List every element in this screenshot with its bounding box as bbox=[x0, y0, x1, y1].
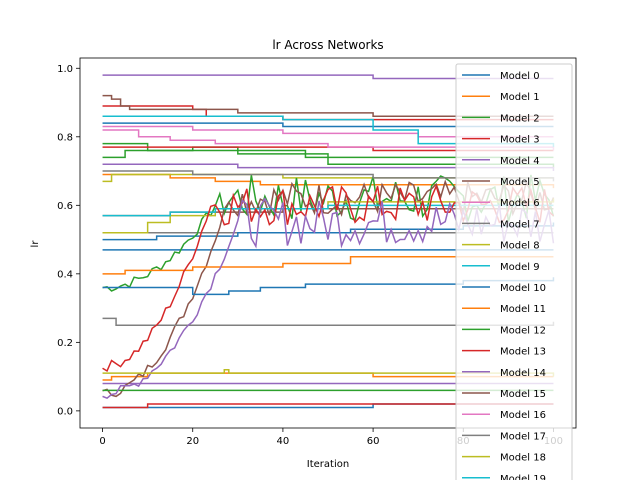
series-line-model-15 bbox=[102, 94, 554, 117]
background-line-1 bbox=[102, 403, 554, 409]
series-line-model-11 bbox=[102, 255, 554, 275]
legend-label: Model 1 bbox=[500, 92, 540, 103]
legend-label: Model 15 bbox=[500, 389, 546, 400]
y-tick-label: 0.8 bbox=[57, 132, 73, 143]
y-axis-label: lr bbox=[30, 240, 41, 248]
legend-label: Model 0 bbox=[500, 71, 540, 82]
legend-label: Model 16 bbox=[500, 410, 546, 421]
legend-label: Model 14 bbox=[500, 368, 546, 379]
legend-label: Model 4 bbox=[500, 156, 540, 167]
legend-frame bbox=[455, 63, 573, 480]
y-axis: 0.0 0.2 0.4 0.6 0.8 1.0 bbox=[57, 64, 80, 417]
legend-label: Model 13 bbox=[500, 347, 546, 358]
legend-label: Model 10 bbox=[500, 283, 546, 294]
legend-label: Model 8 bbox=[500, 241, 540, 252]
legend-label: Model 5 bbox=[500, 177, 540, 188]
background-line-7 bbox=[102, 122, 554, 128]
y-tick-label: 0.4 bbox=[57, 269, 73, 280]
y-tick-label: 1.0 bbox=[57, 64, 73, 75]
y-tick-label: 0.0 bbox=[57, 406, 73, 417]
legend-label: Model 11 bbox=[500, 304, 546, 315]
x-tick-label: 40 bbox=[277, 436, 290, 447]
series-line-model-1 bbox=[102, 372, 554, 381]
legend-label: Model 6 bbox=[500, 198, 540, 209]
chart-title: lr Across Networks bbox=[272, 38, 383, 52]
legend-label: Model 18 bbox=[500, 453, 546, 464]
legend-label: Model 7 bbox=[500, 219, 540, 230]
legend-label: Model 2 bbox=[500, 113, 540, 124]
y-tick-label: 0.6 bbox=[57, 201, 73, 212]
legend-label: Model 12 bbox=[500, 325, 546, 336]
legend-label: Model 9 bbox=[500, 262, 540, 273]
series-line-model-8 bbox=[102, 198, 555, 234]
series-line-model-6 bbox=[102, 129, 555, 151]
legend-label: Model 17 bbox=[500, 431, 546, 442]
x-axis-label: Iteration bbox=[307, 459, 349, 470]
x-tick-label: 0 bbox=[99, 436, 105, 447]
legend: Model 0 Model 1 Model 2 Model 3 Model 4 Model… bbox=[455, 63, 573, 480]
x-tick-label: 20 bbox=[186, 436, 199, 447]
legend-label: Model 3 bbox=[500, 135, 540, 146]
plot-frame bbox=[79, 57, 577, 429]
x-tick-label: 60 bbox=[367, 436, 380, 447]
series-line-model-9 bbox=[102, 204, 554, 217]
y-tick-label: 0.2 bbox=[57, 338, 73, 349]
series-line-model-4 bbox=[102, 74, 554, 80]
legend-label: Model 19 bbox=[500, 474, 546, 480]
